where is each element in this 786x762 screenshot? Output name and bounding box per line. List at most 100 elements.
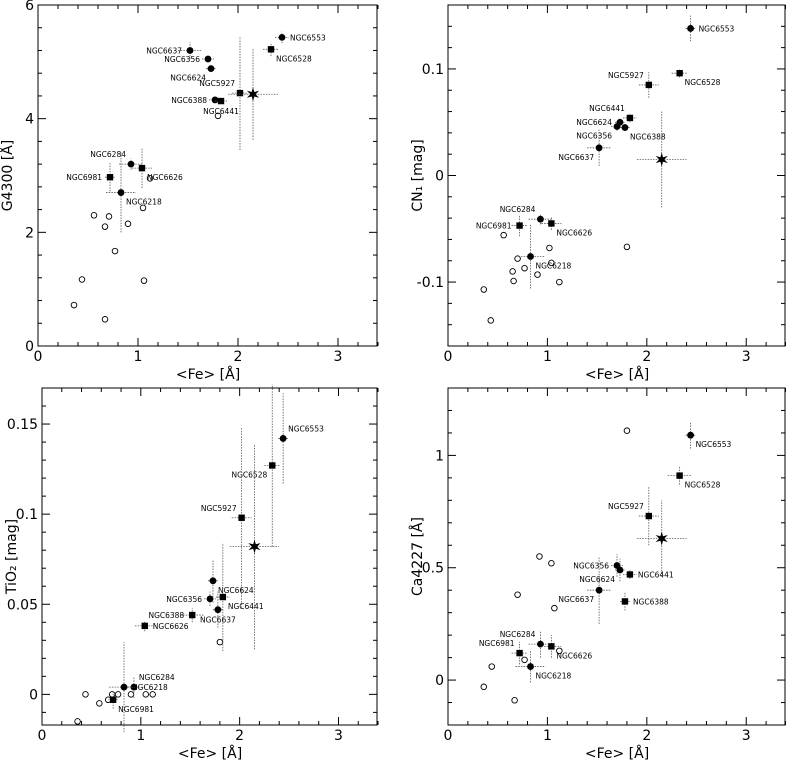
cluster-marker	[238, 514, 245, 521]
x-tick-label: 1	[134, 349, 143, 365]
cluster-marker	[106, 174, 114, 181]
cluster-marker	[117, 189, 125, 196]
cluster-label: NGC6388	[633, 597, 669, 606]
y-tick-label: 0.1	[422, 62, 444, 78]
open-point	[124, 220, 132, 228]
y-tick-label: 2	[25, 225, 34, 241]
x-axis-label: <Fe> [Å]	[585, 366, 649, 383]
cluster-label: NGC6284	[139, 673, 175, 682]
plot-frame	[447, 387, 786, 726]
cluster-marker	[527, 663, 534, 670]
cluster-label: NGC6637	[558, 153, 594, 162]
open-point	[108, 691, 116, 698]
open-point	[101, 223, 109, 230]
star-marker	[655, 531, 668, 546]
cluster-marker	[548, 220, 555, 227]
star-marker	[246, 87, 260, 102]
cluster-marker	[595, 144, 603, 152]
y-tick-label: 0	[435, 169, 444, 185]
cluster-label: NGC6218	[126, 198, 162, 207]
cluster-marker	[616, 566, 624, 574]
cluster-label: NGC5927	[608, 502, 644, 511]
cluster-marker	[626, 114, 634, 122]
cluster-label: NGC5927	[201, 504, 237, 513]
cluster-marker	[269, 462, 276, 469]
cluster-marker	[613, 123, 621, 130]
cluster-label: NGC6624	[218, 586, 254, 595]
open-point	[556, 278, 563, 286]
open-point	[511, 697, 518, 704]
open-point	[521, 656, 528, 664]
cluster-label: NGC6528	[276, 54, 312, 63]
cluster-label: NGC6388	[171, 96, 207, 105]
x-tick-label: 2	[642, 728, 651, 744]
cluster-label: NGC6528	[232, 470, 268, 479]
open-point	[548, 259, 555, 267]
open-point	[480, 286, 488, 293]
open-point	[142, 691, 150, 698]
cluster-marker	[189, 611, 196, 619]
open-point	[510, 277, 517, 285]
open-point	[521, 264, 528, 272]
open-point	[216, 638, 224, 646]
cluster-label: NGC6528	[685, 78, 721, 87]
panel-3: 0 1 2 3 0 0.05 0.1 0.15 <Fe> [Å] TiO₂ [mag] NGC655…	[4, 384, 379, 762]
cluster-label: NGC6624	[576, 118, 612, 127]
open-point	[487, 317, 494, 324]
x-tick-label: 3	[742, 728, 751, 744]
x-axis-label: <Fe> [Å]	[585, 745, 649, 762]
y-tick-label: 0.15	[7, 417, 38, 433]
cluster-label: NGC6441	[589, 104, 625, 113]
y-axis-label: Ca4227 [Å]	[409, 517, 426, 596]
open-point	[127, 691, 135, 698]
panel-2: 0 1 2 3 -0.1 0 0.1 <Fe> [Å] CN₁ [mag] NGC6553 NGC6…	[410, 4, 786, 383]
cluster-marker	[279, 435, 287, 442]
cluster-label: NGC6553	[696, 440, 732, 449]
open-point	[551, 604, 558, 612]
open-point	[146, 175, 154, 182]
cluster-label: NGC6356	[573, 561, 609, 570]
cluster-marker	[516, 222, 523, 229]
cluster-marker	[207, 65, 215, 73]
cluster-marker	[217, 97, 225, 105]
cluster-label: NGC6284	[500, 630, 536, 639]
panel-1: 0 1 2 3 0 2 4 6 <Fe> [Å] G4300 [Å] NGC6553 NGC6528 N…	[0, 0, 379, 383]
cluster-marker	[676, 70, 683, 77]
cluster-marker	[267, 46, 275, 53]
open-point	[514, 255, 521, 262]
open-point	[78, 276, 86, 283]
open-point	[509, 268, 516, 275]
cluster-marker	[687, 25, 694, 32]
y-tick-label: 0.05	[7, 597, 38, 613]
open-point	[623, 243, 631, 251]
open-point	[74, 718, 81, 725]
x-tick-label: 0	[444, 728, 453, 744]
cluster-label: NGC6553	[288, 424, 324, 433]
open-point	[96, 700, 103, 707]
x-tick-label: 1	[543, 349, 552, 365]
cluster-marker	[219, 593, 227, 601]
cluster-label: NGC6624	[170, 74, 206, 83]
open-point	[90, 212, 98, 219]
cluster-label: NGC6637	[558, 595, 594, 604]
open-point	[623, 427, 631, 434]
star-marker	[655, 152, 668, 167]
y-tick-label: 0	[435, 673, 444, 689]
cluster-label: NGC6356	[164, 55, 200, 64]
cluster-marker	[676, 472, 683, 479]
y-tick-label: 1	[435, 448, 444, 464]
cluster-marker	[621, 598, 629, 605]
cluster-label: NGC6626	[556, 651, 592, 660]
open-point	[149, 691, 156, 698]
cluster-label: NGC6218	[132, 683, 168, 692]
cluster-marker	[645, 81, 653, 89]
open-point	[82, 691, 89, 698]
cluster-marker	[278, 33, 286, 41]
cluster-label: NGC5927	[199, 79, 235, 88]
cluster-marker	[527, 253, 534, 260]
star-marker	[248, 539, 261, 554]
y-axis-label: TiO₂ [mag]	[4, 519, 20, 595]
x-tick-label: 3	[742, 349, 751, 365]
y-tick-label: 0.1	[16, 507, 38, 523]
cluster-label: NGC6528	[685, 481, 721, 490]
